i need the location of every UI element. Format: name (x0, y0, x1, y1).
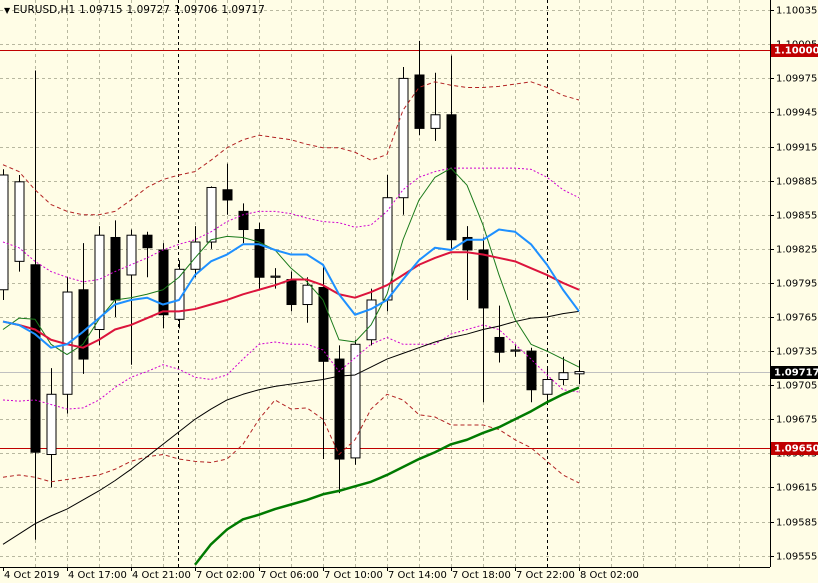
y-tick-label: 1.09735 (776, 347, 817, 358)
x-tick-label: 7 Oct 14:00 (388, 570, 447, 581)
candle-body (190, 241, 201, 270)
symbol: EURUSD,H1 (13, 4, 75, 16)
y-tick-label: 1.09555 (776, 552, 817, 563)
candle-body (110, 236, 121, 301)
y-tick-label: 1.09855 (776, 211, 817, 222)
candle-body (350, 343, 361, 459)
plot (0, 40, 770, 566)
indicator-line (2, 167, 580, 283)
candle-body (478, 249, 489, 309)
candle-body (414, 74, 425, 129)
indicator-line (2, 228, 580, 349)
x-tick-label: 7 Oct 06:00 (260, 570, 319, 581)
candle-body (510, 349, 521, 352)
x-tick-label: 4 Oct 17:00 (68, 570, 127, 581)
indicator-line (2, 393, 580, 484)
candle-body (0, 174, 9, 291)
candle-body (78, 289, 89, 360)
y-tick-label: 1.09795 (776, 279, 817, 290)
candle-body (206, 186, 217, 243)
y-tick-label: 1.09585 (776, 518, 817, 529)
y-tick-label: 1.09915 (776, 143, 817, 154)
y-tick-label: 1.09945 (776, 108, 817, 119)
bid-box (771, 366, 818, 379)
candle-body (254, 229, 265, 278)
header-close: 1.09717 (221, 4, 264, 16)
candle-body (398, 77, 409, 199)
x-tick-label: 7 Oct 22:00 (516, 570, 575, 581)
candle-body (222, 189, 233, 201)
y-tick-label: 1.09885 (776, 177, 817, 188)
indicator-line (2, 310, 580, 545)
y-tick-label: 1.09825 (776, 245, 817, 256)
x-tick-label: 4 Oct 2019 (4, 570, 59, 581)
y-tick-label: 1.09615 (776, 483, 817, 494)
header-low: 1.09706 (174, 4, 218, 16)
x-tick-label: 7 Oct 18:00 (452, 570, 511, 581)
candle-body (270, 275, 281, 278)
candle-body (542, 379, 553, 395)
indicator-line (2, 81, 580, 216)
candle-body (318, 286, 329, 362)
header-open: 1.09715 (79, 4, 122, 16)
x-tick-label: 8 Oct 02:00 (580, 570, 639, 581)
candle-body (238, 210, 249, 231)
x-tick-label: 7 Oct 10:00 (324, 570, 383, 581)
header-high: 1.09727 (127, 4, 170, 16)
candle-body (286, 279, 297, 306)
candle-body (462, 236, 473, 251)
candle-body (574, 371, 585, 375)
y-tick-label: 1.09705 (776, 381, 817, 392)
price-level-box (771, 44, 818, 57)
x-tick-label: 4 Oct 21:00 (132, 570, 191, 581)
y-tick-label: 1.09975 (776, 74, 817, 85)
candle-body (94, 234, 105, 331)
candle-body (302, 284, 313, 306)
axes: 1.100351.100051.099751.099451.099151.098… (3, 6, 818, 581)
candle-body (174, 268, 185, 320)
y-tick-label: 1.09675 (776, 415, 817, 426)
candle-body (494, 336, 505, 353)
candle-body (526, 350, 537, 391)
price-level-label: 1.10000 (774, 46, 818, 57)
x-tick-label: 7 Oct 02:00 (196, 570, 255, 581)
candle-body (366, 299, 377, 341)
indicator-line (2, 324, 580, 410)
bid-label: 1.09717 (774, 368, 818, 379)
indicator-line (2, 251, 580, 349)
candle-body (430, 114, 441, 129)
candle-body (558, 372, 569, 381)
indicator-line (194, 386, 580, 566)
price-level-box (771, 442, 818, 455)
price-level-label: 1.09650 (774, 444, 818, 455)
candle-body (126, 234, 137, 276)
header: ▼ EURUSD,H1 1.09715 1.09727 1.09706 1.09717 (4, 4, 265, 16)
candle-body (334, 358, 345, 460)
header-arrow: ▼ (4, 6, 11, 15)
candle-body (14, 181, 25, 262)
y-tick-label: 1.09765 (776, 313, 817, 324)
y-tick-label: 1.10035 (776, 6, 817, 17)
candle-body (446, 114, 457, 241)
candle-body (142, 234, 153, 249)
candle-body (30, 264, 41, 453)
candle-body (46, 393, 57, 456)
